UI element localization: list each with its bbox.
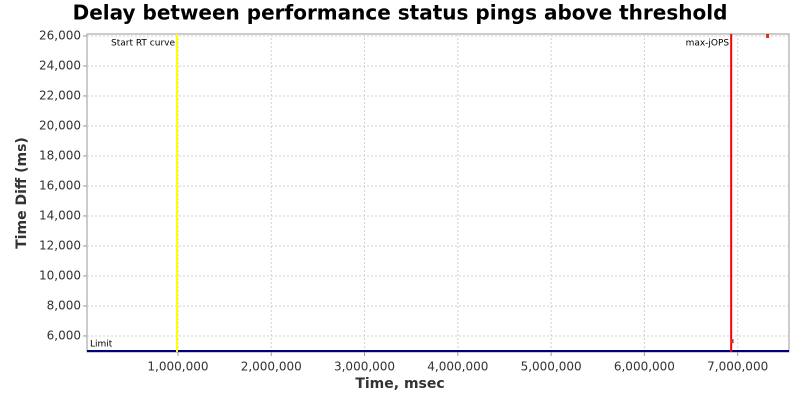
x-tick-label: 3,000,000 [334,360,395,374]
x-tick-label: 6,000,000 [614,360,675,374]
point [766,33,770,38]
y-tick-label: 20,000 [39,118,81,132]
plot-area [86,33,790,353]
x-tick-label: 7,000,000 [707,360,768,374]
y-tick-label: 14,000 [39,208,81,222]
y-tick-label: 8,000 [47,298,81,312]
marker-label: max-jOPS [686,39,730,49]
x-axis-label: Time, msec [355,376,444,392]
y-tick-label: 10,000 [39,268,81,282]
y-tick-label: 22,000 [39,88,81,102]
chart-title: Delay between performance status pings a… [73,1,728,25]
marker-label: Start RT curve [111,39,175,49]
y-axis-label: Time Diff (ms) [14,137,30,249]
y-tick-label: 24,000 [39,58,81,72]
y-tick-label: 6,000 [47,328,81,342]
y-tick-label: 16,000 [39,178,81,192]
x-tick-label: 2,000,000 [241,360,302,374]
x-tick-label: 4,000,000 [427,360,488,374]
point [730,339,734,344]
y-tick-label: 18,000 [39,148,81,162]
y-tick-label: 26,000 [39,28,81,42]
x-tick-label: 1,000,000 [147,360,208,374]
x-tick-label: 5,000,000 [521,360,582,374]
threshold-label: Limit [90,339,113,349]
y-tick-label: 12,000 [39,238,81,252]
